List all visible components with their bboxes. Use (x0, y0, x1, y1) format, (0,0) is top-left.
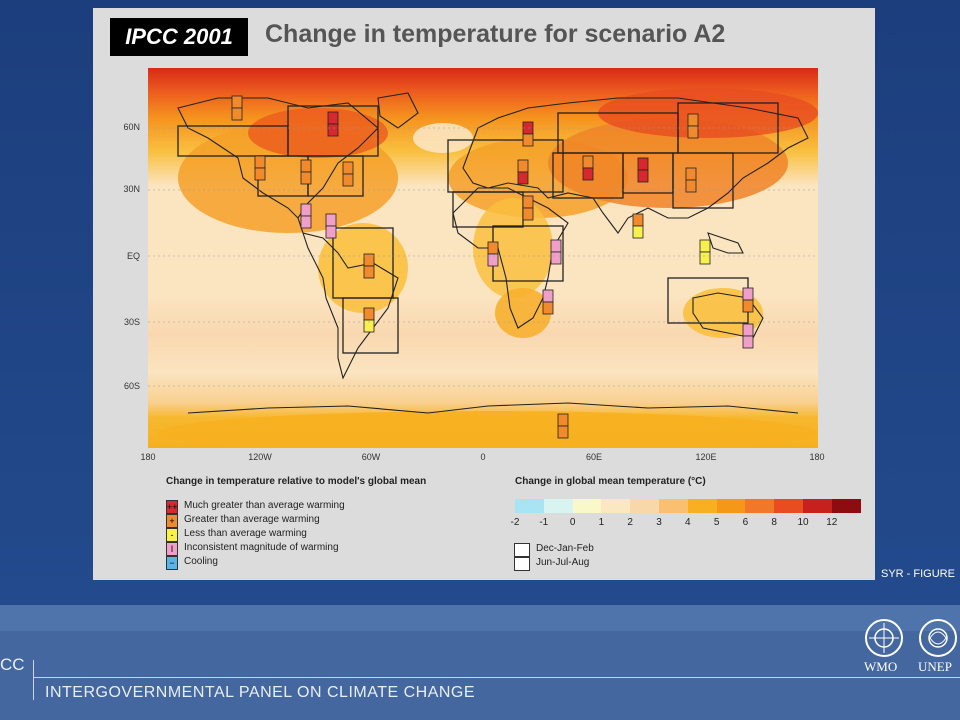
scale-cell-8 (745, 499, 775, 513)
scale-cell-3 (601, 499, 631, 513)
scale-cell-0 (515, 499, 544, 513)
ipcc-name: INTERGOVERNMENTAL PANEL ON CLIMATE CHANG… (45, 684, 476, 701)
scale-tick-2: 0 (569, 517, 576, 528)
scale-cell-11 (831, 499, 861, 513)
ipcc-badge: IPCC 2001 (110, 18, 248, 56)
lon-label-180w: 180 (140, 452, 156, 462)
scale-cell-4 (630, 499, 659, 513)
ipcc-short: CC (0, 655, 25, 674)
swatch-cooling: − (166, 556, 178, 570)
scale-tick-8: 6 (742, 517, 749, 528)
wmo-logo-icon (865, 619, 903, 657)
scale-cell-10 (803, 499, 832, 513)
legend-right-title: Change in global mean temperature (°C) (515, 476, 706, 487)
scale-cell-2 (572, 499, 602, 513)
unep-logo-icon (919, 619, 957, 657)
unep-label: UNEP (918, 659, 952, 674)
swatch-greater: + (166, 514, 178, 528)
season-djf-box (514, 543, 530, 557)
lon-label-60e: 60E (585, 452, 603, 462)
footer-rule (33, 677, 960, 678)
lon-label-60w: 60W (361, 452, 381, 462)
scale-tick-11: 12 (826, 517, 838, 528)
figure-title: Change in temperature for scenario A2 (265, 20, 726, 48)
temperature-map (148, 68, 818, 455)
lat-label-eq: EQ (126, 251, 140, 261)
lat-label-30s: 30S (123, 317, 140, 327)
lon-label-180e: 180 (809, 452, 825, 462)
footer (0, 605, 960, 720)
map-svg (148, 68, 818, 455)
swatch-much-greater: ++ (166, 500, 178, 514)
scale-tick-6: 4 (685, 517, 691, 528)
scale-tick-0: -2 (510, 517, 520, 528)
scale-cell-9 (774, 499, 803, 513)
lon-label-120e: 120E (695, 452, 717, 462)
lat-label-60s: 60S (123, 381, 140, 391)
scale-cell-7 (716, 499, 746, 513)
scale-tick-9: 8 (771, 517, 777, 528)
season-jja-box (514, 557, 530, 571)
scale-tick-4: 2 (627, 517, 633, 528)
scale-tick-3: 1 (598, 517, 605, 528)
lat-label-30n: 30N (123, 184, 140, 194)
footer-divider (33, 660, 34, 700)
legend-left-title: Change in temperature relative to model'… (166, 476, 427, 487)
swatch-less: - (166, 528, 178, 542)
scale-cell-1 (543, 499, 573, 513)
lat-label-60n: 60N (123, 122, 140, 132)
scale-tick-7: 5 (713, 517, 720, 528)
wmo-label: WMO (864, 659, 898, 674)
scale-cell-6 (687, 499, 717, 513)
scale-tick-5: 3 (656, 517, 662, 528)
scale-cell-5 (659, 499, 688, 513)
figure-ref: SYR - FIGURE (881, 568, 955, 580)
scale-tick-10: 10 (797, 517, 809, 528)
swatch-inconsistent: I (166, 542, 178, 556)
lon-label-120w: 120W (248, 452, 272, 462)
scale-tick-1: -1 (539, 517, 549, 528)
lon-label-0: 0 (480, 452, 486, 462)
